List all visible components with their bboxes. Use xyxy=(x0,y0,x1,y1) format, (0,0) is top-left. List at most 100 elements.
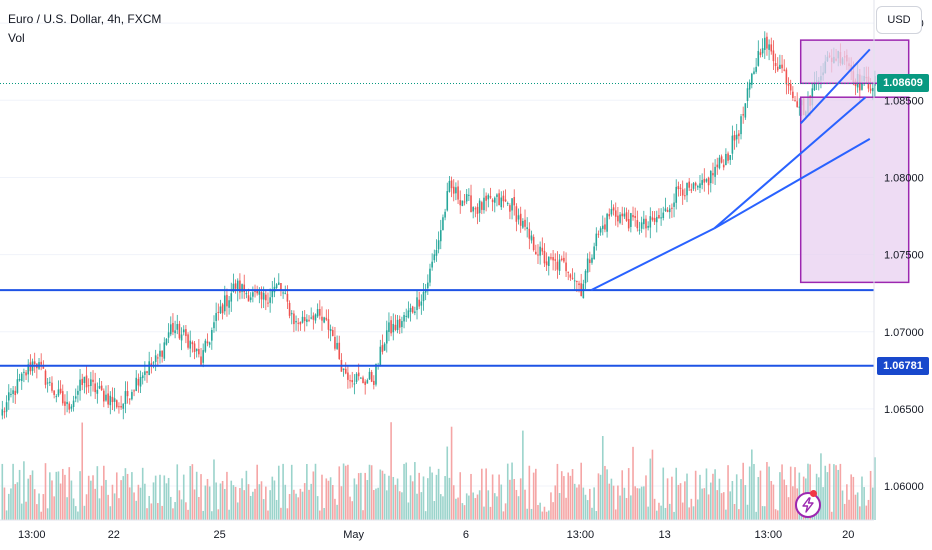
candle-body xyxy=(766,36,768,49)
volume-bar xyxy=(597,473,600,520)
volume-bar xyxy=(621,470,624,520)
volume-bar xyxy=(843,503,846,520)
candle-body xyxy=(442,217,444,231)
volume-bar xyxy=(90,480,92,520)
volume-bar xyxy=(178,490,181,520)
candle-body xyxy=(768,44,770,50)
volume-bar xyxy=(273,480,276,520)
volume-bar xyxy=(79,471,81,520)
candle-body xyxy=(634,215,636,218)
candle-body xyxy=(597,233,600,235)
candle-body xyxy=(27,364,30,375)
candle-body xyxy=(72,400,75,407)
candle-body xyxy=(779,64,781,69)
level-price-label: 1.06781 xyxy=(877,356,929,375)
candle-body xyxy=(252,292,254,297)
volume-bar xyxy=(223,488,226,520)
volume-bar xyxy=(733,504,736,520)
candle-body xyxy=(709,170,712,184)
trend-line xyxy=(713,138,871,230)
volume-bar xyxy=(314,463,317,520)
candle-body xyxy=(478,200,481,214)
candle-body xyxy=(1,409,4,416)
volume-bar xyxy=(766,462,768,520)
volume-bar xyxy=(859,506,861,520)
candle-body xyxy=(530,235,533,241)
candle-body xyxy=(569,274,572,278)
volume-bar xyxy=(524,489,526,520)
volume-bar xyxy=(472,492,474,520)
candle-body xyxy=(355,373,358,382)
volume-bar xyxy=(312,471,315,520)
volume-bar xyxy=(589,488,591,520)
candle-body xyxy=(338,342,341,360)
candle-body xyxy=(319,309,321,316)
candle-body xyxy=(573,280,576,282)
currency-button[interactable]: USD xyxy=(876,6,922,34)
candle-body xyxy=(409,308,412,312)
candle-body xyxy=(275,284,278,288)
volume-bar xyxy=(580,462,582,520)
candle-body xyxy=(420,301,423,306)
candle-body xyxy=(673,202,675,207)
volume-bar xyxy=(511,462,513,520)
volume-bar xyxy=(185,502,187,520)
volume-bar xyxy=(247,484,250,520)
candle-body xyxy=(414,311,416,314)
volume-bar xyxy=(14,484,17,520)
volume-bar xyxy=(727,465,729,520)
volume-indicator-label[interactable]: Vol xyxy=(8,31,25,45)
candle-body xyxy=(265,294,267,301)
candle-body xyxy=(541,247,544,252)
volume-bar xyxy=(867,499,870,520)
candle-body xyxy=(215,313,217,321)
candle-body xyxy=(10,393,12,395)
candle-body xyxy=(94,383,96,393)
candle-body xyxy=(92,379,94,382)
volume-bar xyxy=(280,507,282,520)
volume-bar xyxy=(70,480,73,520)
candle-body xyxy=(301,316,304,323)
volume-bar xyxy=(254,488,256,520)
volume-bar xyxy=(850,474,852,520)
volume-bar xyxy=(7,493,10,520)
candle-body xyxy=(755,66,757,72)
volume-bar xyxy=(342,463,345,520)
price-tick-label: 1.08500 xyxy=(884,95,924,107)
candle-body xyxy=(157,357,159,359)
volume-bar xyxy=(306,464,308,520)
candle-body xyxy=(537,254,539,256)
volume-bar xyxy=(729,491,732,520)
volume-bar xyxy=(366,480,369,520)
candle-body xyxy=(189,340,192,349)
candle-body xyxy=(198,349,200,355)
volume-bar xyxy=(351,501,354,520)
candle-body xyxy=(271,290,274,298)
volume-bar xyxy=(353,478,356,520)
volume-bar xyxy=(277,465,280,520)
candle-body xyxy=(666,210,669,212)
candle-body xyxy=(617,215,619,222)
volume-bar xyxy=(308,489,310,520)
time-tick-label: 20 xyxy=(842,529,854,541)
candle-body xyxy=(448,180,451,192)
candle-body xyxy=(370,371,373,382)
candle-body xyxy=(535,251,537,255)
candle-body xyxy=(239,280,241,293)
lightning-icon[interactable] xyxy=(795,492,821,518)
candle-body xyxy=(511,198,513,211)
drawing-overlays xyxy=(0,39,910,367)
volume-bar xyxy=(167,477,170,520)
volume-bar xyxy=(740,479,742,520)
candle-body xyxy=(645,218,647,229)
volume-bar xyxy=(137,484,140,520)
candle-body xyxy=(539,246,541,256)
candle-body xyxy=(366,380,369,384)
volume-bar xyxy=(401,492,403,520)
volume-bar xyxy=(275,499,278,520)
candle-body xyxy=(98,386,101,389)
volume-bar xyxy=(718,478,721,520)
volume-bar xyxy=(748,466,751,520)
volume-bar xyxy=(517,496,520,520)
